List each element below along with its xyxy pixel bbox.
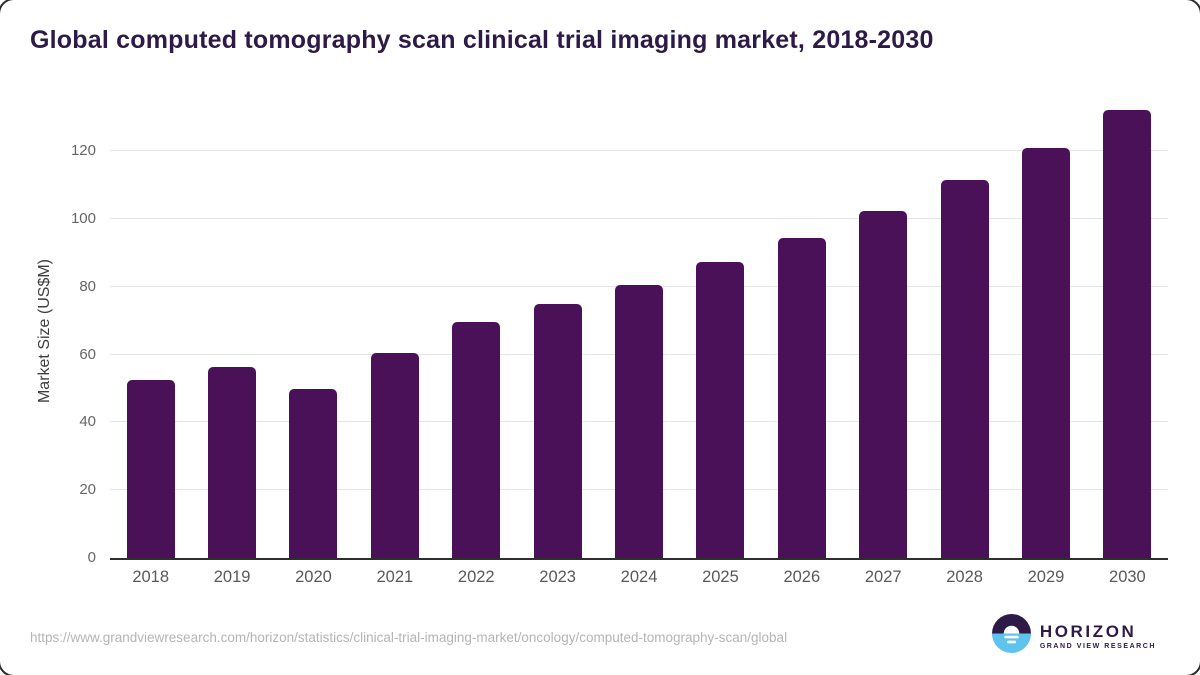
y-tick-label-20: 20: [79, 481, 96, 499]
x-axis-label-2024: 2024: [620, 568, 658, 586]
bar-2022: [452, 322, 501, 558]
bar-2027: [859, 210, 908, 558]
bar-slot-2025: [680, 100, 761, 558]
horizon-logo: HORIZON GRAND VIEW RESEARCH: [991, 614, 1156, 658]
x-axis-label-2029: 2029: [1027, 568, 1065, 586]
horizon-wordmark: HORIZON: [1039, 621, 1137, 641]
footer-source-url: https://www.grandviewresearch.com/horizo…: [30, 630, 788, 645]
y-tick-label-100: 100: [70, 210, 96, 227]
chart-title: Global computed tomography scan clinical…: [30, 26, 934, 54]
bar-2020: [289, 388, 338, 558]
bar-slot-2020: [273, 100, 354, 558]
horizon-logo-icon: [991, 614, 1031, 658]
x-axis-label-2025: 2025: [702, 568, 739, 586]
bar-2021: [370, 353, 419, 558]
x-axis-label-2021: 2021: [376, 568, 414, 586]
horizon-logo-text: HORIZON GRAND VIEW RESEARCH: [1040, 623, 1156, 650]
bar-2023: [533, 304, 582, 558]
bar-2028: [940, 180, 989, 558]
y-tick-label-0: 0: [87, 549, 96, 566]
x-axis-label-2019: 2019: [213, 568, 251, 586]
y-tick-label-120: 120: [70, 142, 96, 160]
x-axis: 2018 2019 2020 2021 2022 2023 2024 2025 2026 2027…: [110, 568, 1168, 587]
bar-2019: [208, 366, 257, 558]
bar-slot-2026: [761, 100, 842, 558]
y-tick-label-40: 40: [79, 413, 96, 431]
x-axis-label-2030: 2030: [1109, 568, 1146, 586]
bar-2018: [126, 380, 175, 558]
bar-slot-2022: [436, 100, 517, 558]
x-axis-label-2018: 2018: [132, 568, 170, 586]
bar-2029: [1021, 147, 1070, 558]
plot-area: [110, 100, 1168, 560]
bar-slot-2024: [598, 100, 679, 558]
bar-slot-2023: [517, 100, 598, 558]
bar-slot-2018: [110, 100, 191, 558]
x-axis-label-2022: 2022: [457, 568, 495, 586]
horizon-subtitle: GRAND VIEW RESEARCH: [1039, 642, 1156, 650]
gridline-100: [110, 218, 1168, 219]
x-axis-label-2023: 2023: [539, 568, 576, 586]
x-axis-label-2020: 2020: [295, 568, 332, 586]
bar-2024: [615, 284, 664, 558]
bar-series: [110, 100, 1168, 558]
bar-slot-2029: [1005, 100, 1086, 558]
y-tick-label-80: 80: [79, 277, 96, 295]
gridline-120: [110, 150, 1168, 152]
bar-slot-2021: [354, 100, 435, 558]
bar-slot-2019: [191, 100, 272, 558]
bar-2026: [777, 237, 826, 558]
bar-2030: [1103, 109, 1152, 558]
bar-slot-2027: [843, 100, 924, 558]
y-tick-label-60: 60: [79, 345, 96, 363]
bar-slot-2028: [924, 100, 1005, 558]
x-axis-label-2028: 2028: [946, 568, 983, 586]
bar-slot-2030: [1087, 100, 1168, 558]
bar-2025: [696, 262, 745, 558]
y-axis: 0 20 40 60 80 100 120: [28, 100, 96, 570]
x-axis-label-2026: 2026: [783, 568, 821, 586]
x-axis-label-2027: 2027: [864, 568, 902, 586]
